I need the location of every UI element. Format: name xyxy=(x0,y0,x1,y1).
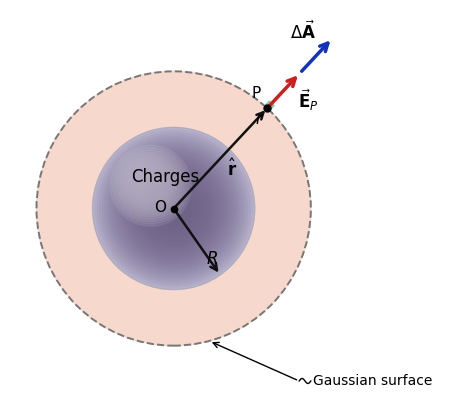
Circle shape xyxy=(93,128,255,289)
Circle shape xyxy=(93,128,255,289)
Circle shape xyxy=(120,155,182,216)
Circle shape xyxy=(115,150,186,221)
Text: O: O xyxy=(154,200,166,215)
Text: $\Delta\vec{\mathbf{A}}$: $\Delta\vec{\mathbf{A}}$ xyxy=(290,20,316,43)
Text: $\hat{\mathbf{r}}$: $\hat{\mathbf{r}}$ xyxy=(228,158,237,180)
Polygon shape xyxy=(265,101,274,111)
Text: $r$: $r$ xyxy=(255,113,264,128)
Text: P: P xyxy=(252,86,261,101)
Text: $\vec{\mathbf{E}}_P$: $\vec{\mathbf{E}}_P$ xyxy=(298,88,319,113)
Text: Gaussian surface: Gaussian surface xyxy=(313,374,432,388)
Text: $R$: $R$ xyxy=(206,251,218,269)
Circle shape xyxy=(110,145,192,226)
Circle shape xyxy=(118,153,184,219)
Circle shape xyxy=(113,148,189,224)
Circle shape xyxy=(36,71,311,346)
Text: Charges: Charges xyxy=(131,168,200,186)
